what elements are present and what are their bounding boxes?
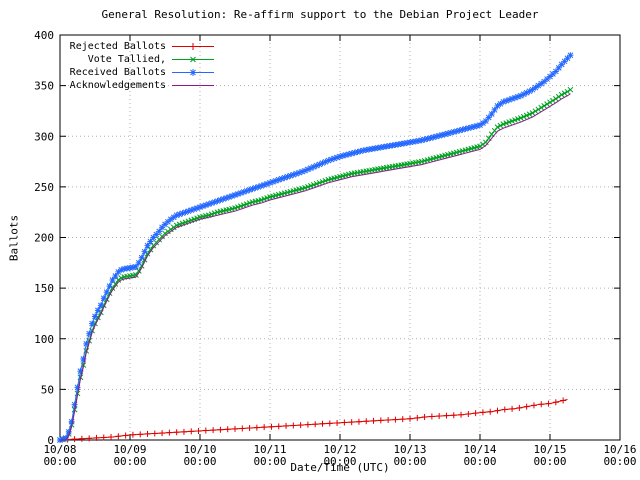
- legend-sample-line: [171, 54, 215, 65]
- svg-text:150: 150: [34, 282, 54, 295]
- chart-title: General Resolution: Re-affirm support to…: [101, 8, 539, 21]
- svg-text:00:00: 00:00: [603, 455, 636, 468]
- svg-text:00:00: 00:00: [43, 455, 76, 468]
- svg-text:10/08: 10/08: [43, 443, 76, 456]
- svg-text:10/15: 10/15: [533, 443, 566, 456]
- legend-sample-line: [171, 67, 215, 78]
- svg-text:200: 200: [34, 232, 54, 245]
- legend-item-rejected-ballots: Rejected Ballots: [62, 40, 215, 53]
- svg-text:10/10: 10/10: [183, 443, 216, 456]
- svg-text:00:00: 00:00: [533, 455, 566, 468]
- svg-text:50: 50: [41, 383, 54, 396]
- legend-sample-line: [171, 80, 215, 91]
- legend: Rejected Ballots Vote Tallied, Received …: [62, 40, 215, 92]
- svg-text:00:00: 00:00: [393, 455, 426, 468]
- svg-text:100: 100: [34, 333, 54, 346]
- legend-label: Rejected Ballots: [69, 41, 166, 52]
- legend-item-acknowledgements: Acknowledgements: [62, 79, 215, 92]
- svg-text:10/12: 10/12: [323, 443, 356, 456]
- legend-sample-line: [171, 41, 215, 52]
- legend-label: Acknowledgements: [69, 80, 166, 91]
- svg-text:300: 300: [34, 130, 54, 143]
- svg-text:00:00: 00:00: [253, 455, 286, 468]
- x-axis-label: Date/Time (UTC): [290, 461, 390, 474]
- svg-text:0: 0: [47, 434, 54, 447]
- svg-text:10/09: 10/09: [113, 443, 146, 456]
- svg-text:400: 400: [34, 29, 54, 42]
- svg-text:350: 350: [34, 80, 54, 93]
- legend-item-vote-tallied: Vote Tallied,: [62, 53, 215, 66]
- svg-text:00:00: 00:00: [113, 455, 146, 468]
- svg-text:10/11: 10/11: [253, 443, 286, 456]
- svg-text:00:00: 00:00: [323, 455, 356, 468]
- svg-text:250: 250: [34, 181, 54, 194]
- svg-text:10/13: 10/13: [393, 443, 426, 456]
- svg-text:10/16: 10/16: [603, 443, 636, 456]
- svg-text:00:00: 00:00: [463, 455, 496, 468]
- svg-text:10/14: 10/14: [463, 443, 496, 456]
- svg-text:00:00: 00:00: [183, 455, 216, 468]
- legend-item-received-ballots: Received Ballots: [62, 66, 215, 79]
- legend-label: Received Ballots: [69, 67, 166, 78]
- legend-label: Vote Tallied,: [87, 54, 166, 65]
